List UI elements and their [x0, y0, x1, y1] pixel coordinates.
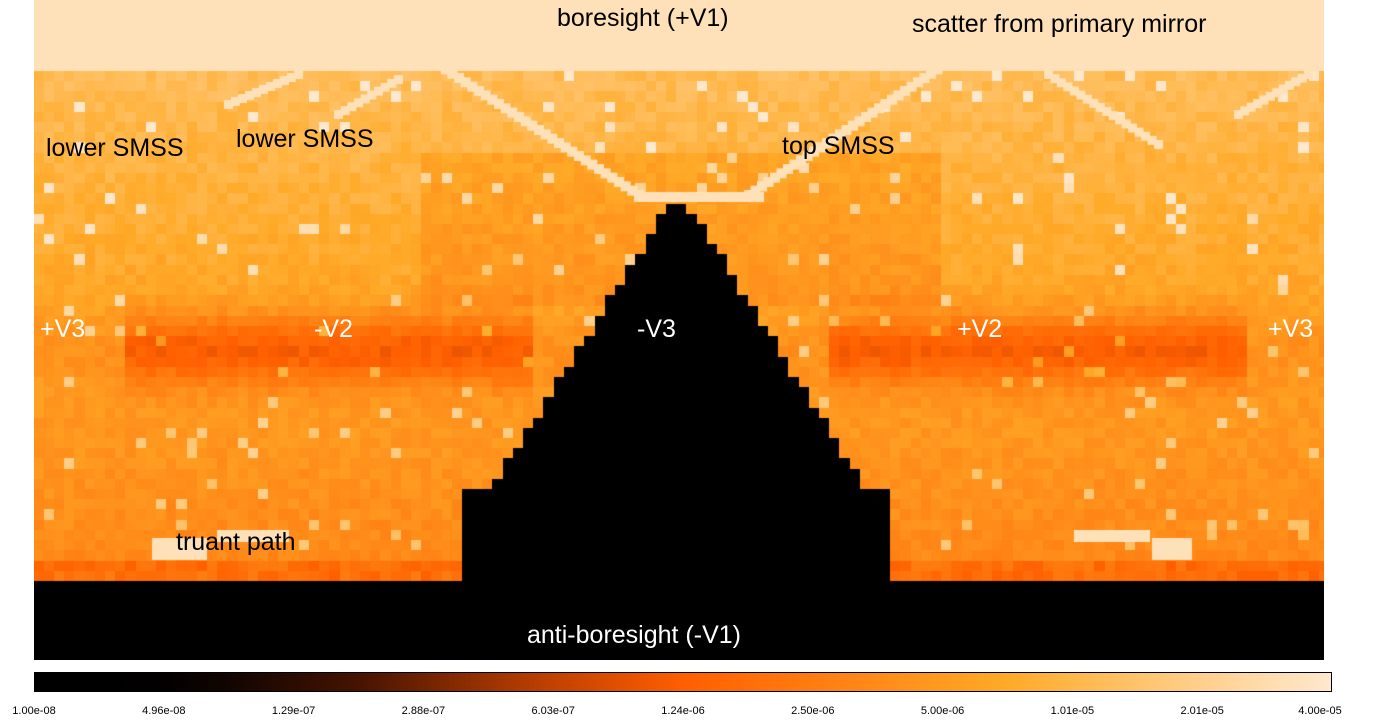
colorbar-tick-label: 6.03e-07 [531, 705, 575, 717]
colorbar-tick-label: 5.00e-06 [920, 705, 965, 717]
annotation-mv3: -V3 [637, 315, 676, 343]
colorbar-tick-label: 1.01e-05 [1050, 705, 1095, 717]
annotation-scatter: scatter from primary mirror [912, 10, 1207, 38]
annotation-pv3-left: +V3 [40, 315, 86, 343]
heatmap [34, 0, 1324, 660]
annotation-truant-path: truant path [176, 528, 296, 556]
colorbar-tick-label: 1.29e-07 [271, 705, 316, 717]
annotation-anti-boresight: anti-boresight (-V1) [527, 621, 741, 649]
annotation-pv2: +V2 [957, 315, 1003, 343]
annotation-mv2: -V2 [314, 315, 353, 343]
annotation-lower-smss-2: lower SMSS [236, 125, 374, 153]
colorbar-tick-label: 2.01e-05 [1180, 705, 1224, 717]
colorbar-tick-label: 1.00e-08 [12, 705, 56, 717]
annotation-top-smss: top SMSS [782, 132, 895, 160]
colorbar-tick-label: 1.24e-06 [661, 705, 705, 717]
colorbar-tick-label: 4.96e-08 [142, 705, 186, 717]
colorbar [34, 672, 1332, 692]
colorbar-tick-label: 4.00e-05 [1298, 705, 1342, 717]
colorbar-tick-label: 2.50e-06 [791, 705, 835, 717]
colorbar-tick-label: 2.88e-07 [401, 705, 446, 717]
annotation-boresight: boresight (+V1) [557, 4, 729, 32]
annotation-lower-smss-1: lower SMSS [46, 134, 184, 162]
annotation-pv3-right: +V3 [1268, 315, 1314, 343]
